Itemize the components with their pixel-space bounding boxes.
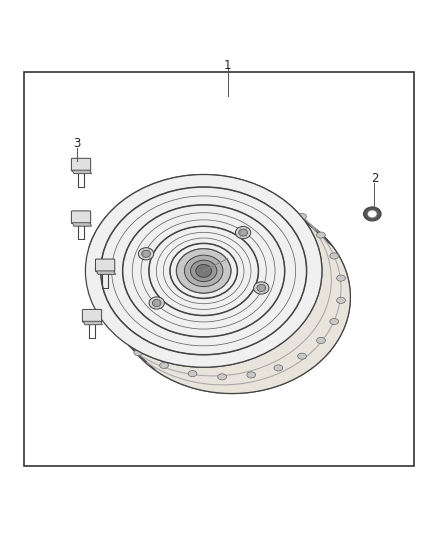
Ellipse shape <box>134 350 143 356</box>
Polygon shape <box>96 271 116 274</box>
Ellipse shape <box>188 370 197 377</box>
Ellipse shape <box>188 181 197 187</box>
Ellipse shape <box>177 249 231 293</box>
FancyBboxPatch shape <box>71 158 91 171</box>
Ellipse shape <box>367 210 377 218</box>
Ellipse shape <box>196 264 212 277</box>
Ellipse shape <box>257 285 266 292</box>
Ellipse shape <box>138 248 154 260</box>
Polygon shape <box>72 223 92 226</box>
Ellipse shape <box>141 251 150 257</box>
Ellipse shape <box>247 372 256 378</box>
Bar <box>24 71 414 466</box>
Ellipse shape <box>364 207 381 221</box>
Ellipse shape <box>114 201 350 393</box>
Ellipse shape <box>160 362 169 368</box>
Ellipse shape <box>160 184 169 191</box>
Ellipse shape <box>330 253 339 259</box>
Polygon shape <box>72 170 92 174</box>
Ellipse shape <box>235 227 251 239</box>
Ellipse shape <box>254 282 269 294</box>
Polygon shape <box>83 321 102 325</box>
Ellipse shape <box>184 255 223 287</box>
Text: 1: 1 <box>224 59 232 71</box>
Ellipse shape <box>218 181 226 188</box>
Polygon shape <box>128 219 350 393</box>
FancyBboxPatch shape <box>71 211 91 223</box>
FancyBboxPatch shape <box>82 310 102 322</box>
Ellipse shape <box>298 214 307 220</box>
Ellipse shape <box>191 260 217 281</box>
Ellipse shape <box>274 198 283 205</box>
Ellipse shape <box>218 374 226 380</box>
Ellipse shape <box>274 365 283 371</box>
Text: 2: 2 <box>371 172 378 185</box>
Ellipse shape <box>330 318 339 325</box>
Ellipse shape <box>149 297 164 309</box>
Ellipse shape <box>152 300 161 306</box>
Ellipse shape <box>134 193 143 200</box>
Ellipse shape <box>317 232 325 238</box>
Ellipse shape <box>298 353 307 359</box>
Ellipse shape <box>337 297 346 303</box>
FancyBboxPatch shape <box>95 259 115 272</box>
Ellipse shape <box>337 275 346 281</box>
Polygon shape <box>89 174 332 273</box>
Ellipse shape <box>85 174 322 367</box>
Ellipse shape <box>247 188 256 193</box>
Text: 3: 3 <box>73 138 80 150</box>
Ellipse shape <box>239 229 247 236</box>
Ellipse shape <box>317 337 325 344</box>
